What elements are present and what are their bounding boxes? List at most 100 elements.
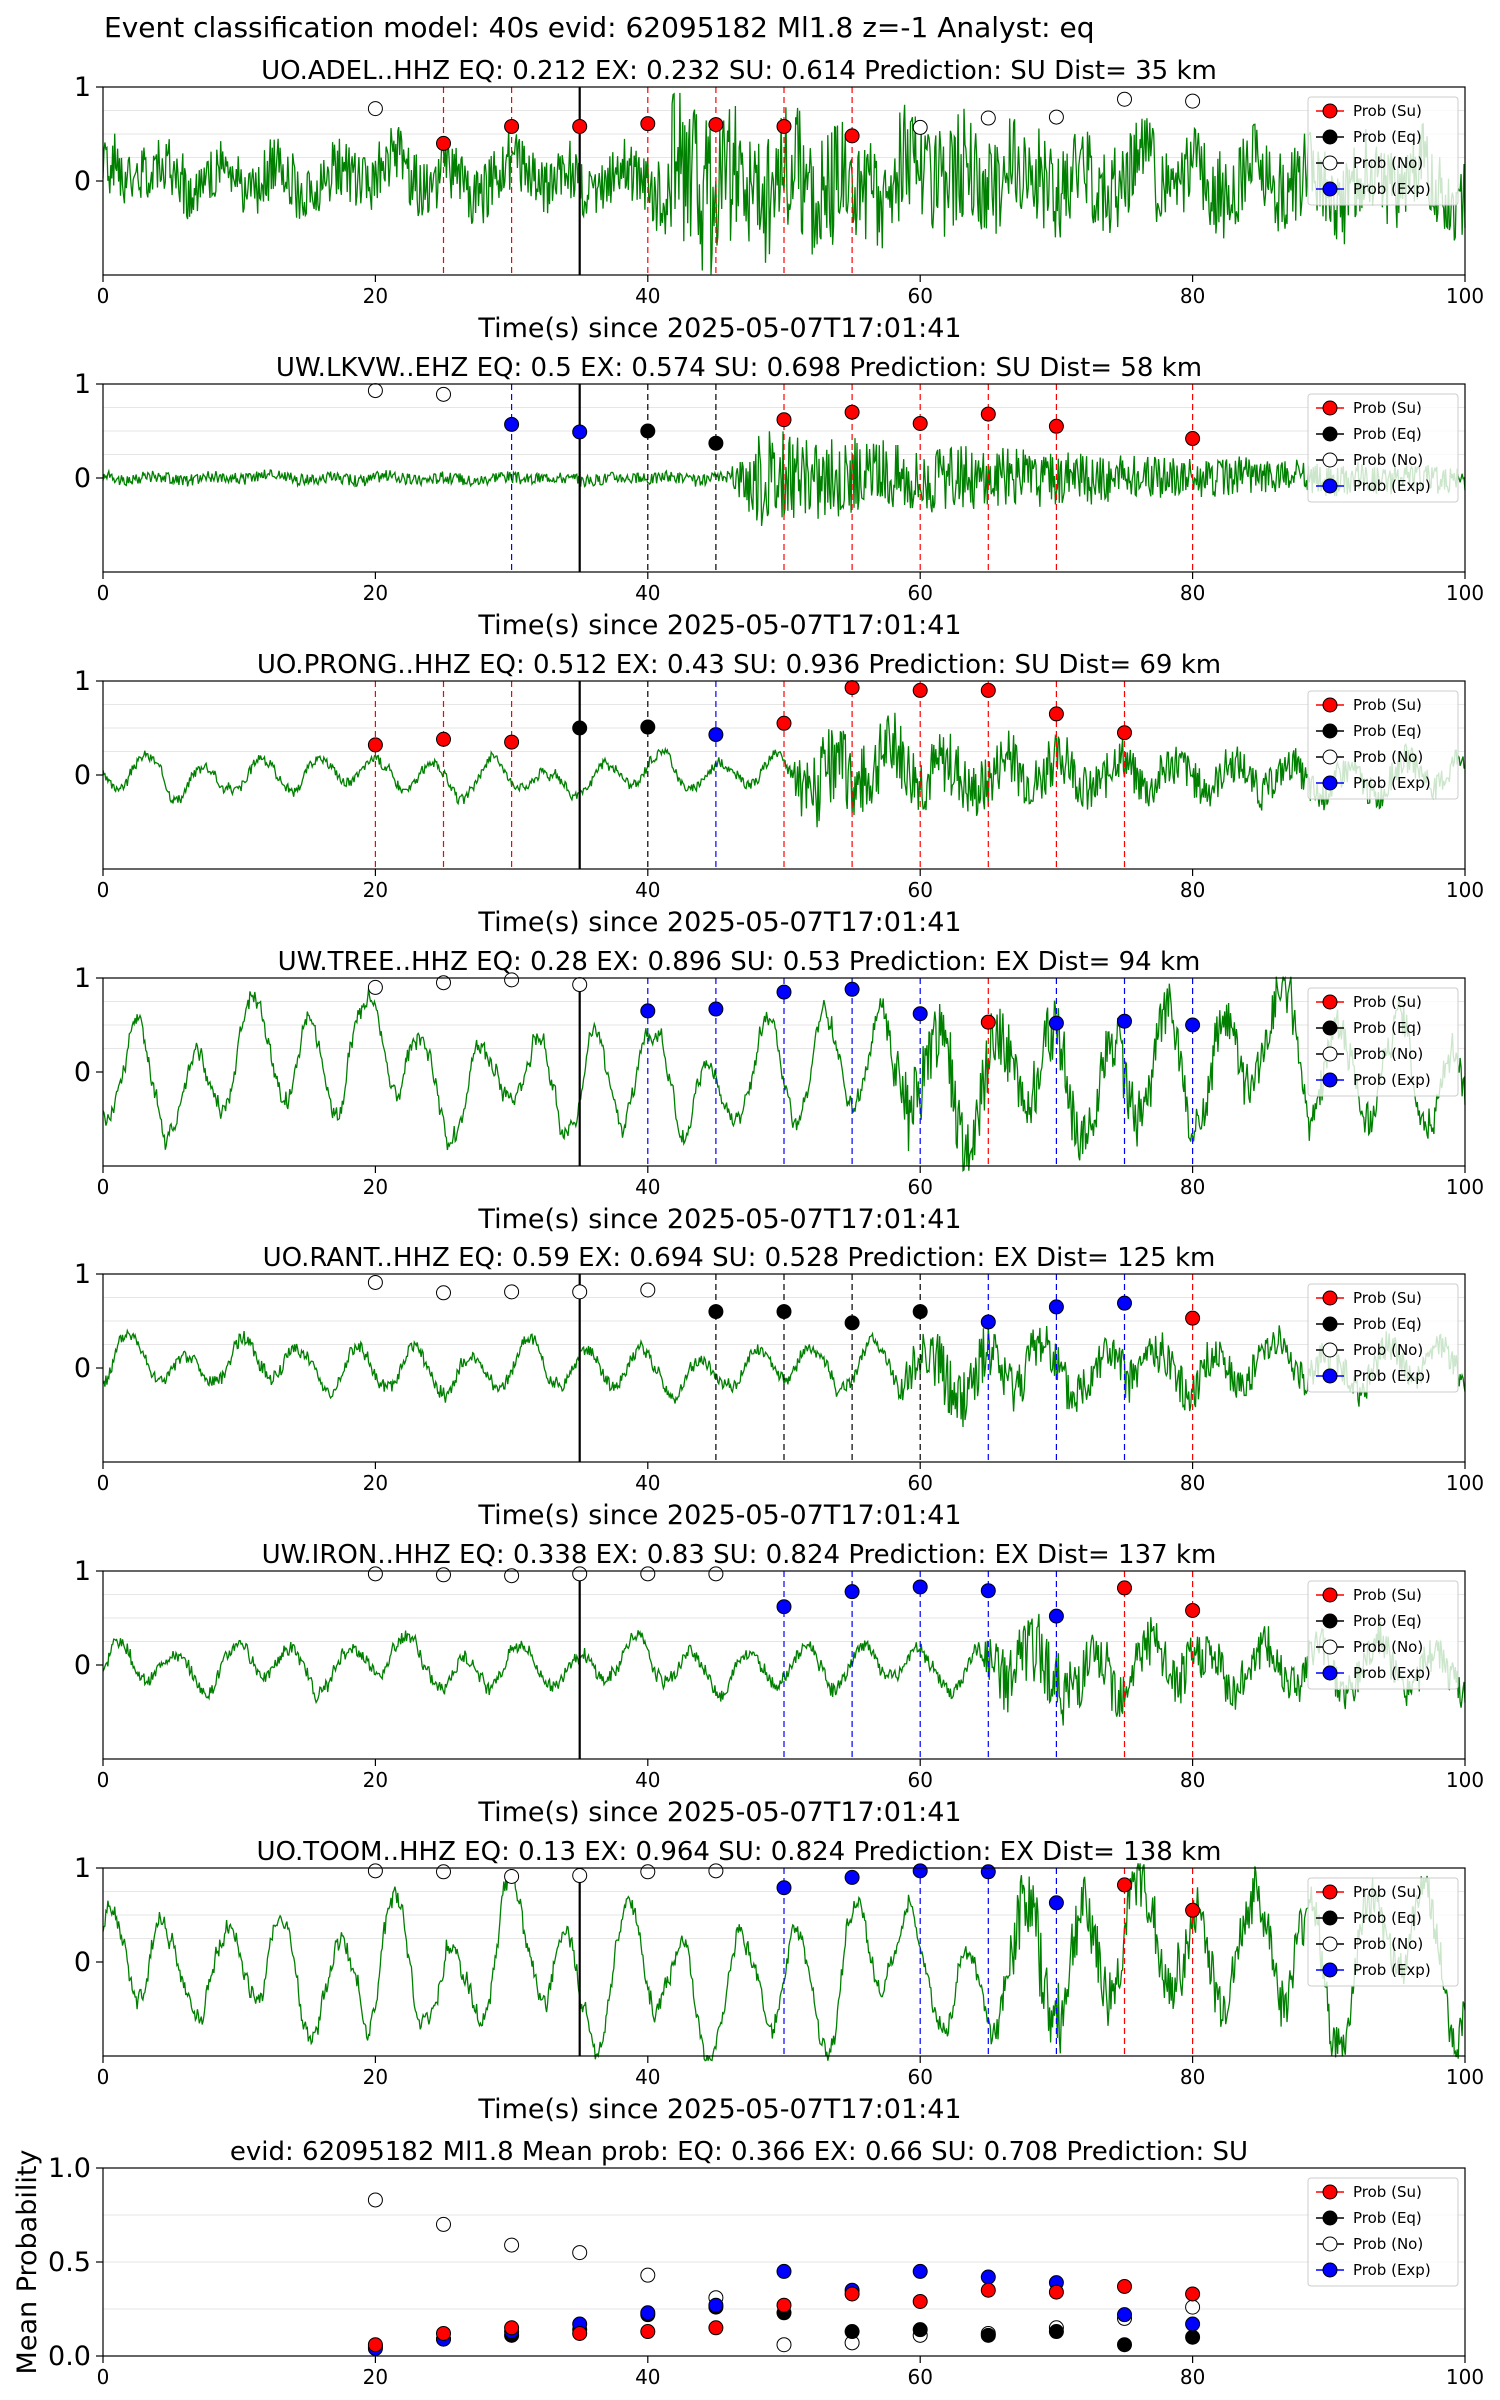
prob-marker-no	[436, 975, 451, 991]
panel-title: UO.ADEL..HHZ EQ: 0.212 EX: 0.232 SU: 0.6…	[261, 56, 1217, 86]
prob-marker-su	[1185, 1310, 1201, 1326]
panel-1-legend: Prob (Su) Prob (Eq) Prob (No) Prob (Exp)	[1307, 96, 1459, 206]
mean-marker-no	[367, 2192, 383, 2208]
legend-label: Prob (Su)	[1353, 1586, 1422, 1604]
x-tick-label: 20	[363, 1471, 388, 1495]
prob-marker-su	[980, 682, 996, 698]
legend-label: Prob (Exp)	[1353, 1367, 1431, 1385]
x-tick-label: 20	[363, 581, 388, 605]
prob-marker-su	[436, 135, 451, 151]
legend-label: Prob (Exp)	[1353, 2261, 1431, 2279]
x-tick-label: 80	[1180, 878, 1205, 902]
prob-marker-no	[436, 1864, 451, 1880]
x-tick-label: 60	[907, 1175, 932, 1199]
prob-marker-exp	[1117, 1013, 1132, 1029]
x-tick-label: 100	[1446, 2065, 1484, 2089]
x-tick-label: 0	[97, 284, 110, 308]
legend-marker	[1322, 1316, 1338, 1332]
panel-title: UW.LKVW..EHZ EQ: 0.5 EX: 0.574 SU: 0.698…	[276, 353, 1202, 383]
mean-marker-su	[640, 2324, 656, 2340]
mean-marker-exp	[708, 2297, 724, 2313]
mean-marker-exp	[912, 2263, 928, 2279]
prob-marker-no	[572, 977, 588, 993]
prob-marker-eq	[844, 1315, 860, 1331]
prob-marker-exp	[776, 984, 792, 1000]
prob-marker-su	[1185, 431, 1201, 447]
prob-marker-exp	[1117, 1295, 1132, 1311]
prob-marker-no	[640, 1282, 656, 1298]
legend-marker	[1322, 775, 1338, 791]
prob-marker-su	[776, 118, 792, 134]
legend-marker	[1322, 2184, 1338, 2200]
prob-marker-no	[367, 1274, 383, 1290]
panel-7-legend: Prob (Su) Prob (Eq) Prob (No) Prob (Exp)	[1307, 1877, 1459, 1987]
mean-marker-exp	[640, 2305, 656, 2321]
prob-marker-su	[367, 737, 383, 753]
prob-marker-su	[776, 715, 792, 731]
legend-box	[1307, 1877, 1459, 1987]
prob-marker-su	[844, 128, 860, 144]
panel-3-legend: Prob (Su) Prob (Eq) Prob (No) Prob (Exp)	[1307, 690, 1459, 800]
prob-marker-exp	[980, 1583, 996, 1599]
panel-title: UO.TOOM..HHZ EQ: 0.13 EX: 0.964 SU: 0.82…	[257, 1837, 1222, 1867]
mean-marker-su	[1048, 2284, 1064, 2300]
legend-marker	[1322, 1290, 1338, 1306]
y-tick-label: 1.0	[48, 2153, 91, 2184]
prob-marker-no	[504, 972, 520, 988]
x-tick-label: 0	[97, 878, 110, 902]
legend-marker	[1322, 1962, 1338, 1978]
panel-6: UW.IRON..HHZ EQ: 0.338 EX: 0.83 SU: 0.82…	[102, 1540, 1466, 1828]
prob-marker-no	[912, 119, 928, 135]
legend-label: Prob (No)	[1353, 1045, 1423, 1063]
waveform-trace	[102, 1613, 1466, 1726]
mean-marker-exp	[980, 2269, 996, 2285]
legend-marker	[1322, 129, 1338, 145]
mean-marker-su	[980, 2282, 996, 2298]
x-tick-label: 80	[1180, 581, 1205, 605]
prob-marker-su	[1117, 1877, 1132, 1893]
mean-marker-su	[1117, 2278, 1132, 2294]
mean-marker-eq	[912, 2322, 928, 2338]
y-tick-label: 0	[74, 1353, 91, 1384]
prob-marker-su	[504, 734, 520, 750]
x-tick-label: 40	[635, 2365, 660, 2389]
mean-marker-no	[1185, 2299, 1201, 2315]
prob-marker-exp	[572, 424, 588, 440]
prob-marker-no	[708, 1566, 724, 1582]
legend-label: Prob (Exp)	[1353, 774, 1431, 792]
prob-marker-exp	[844, 981, 860, 997]
y-tick-label: 0	[74, 166, 91, 197]
prob-marker-no	[572, 1868, 588, 1884]
prob-marker-exp	[776, 1599, 792, 1615]
prob-marker-exp	[1185, 1017, 1201, 1033]
x-tick-label: 40	[635, 1768, 660, 1792]
x-tick-label: 100	[1446, 878, 1484, 902]
x-tick-label: 40	[635, 878, 660, 902]
prob-marker-su	[1048, 418, 1064, 434]
x-tick-label: 60	[907, 581, 932, 605]
panel-2: UW.LKVW..EHZ EQ: 0.5 EX: 0.574 SU: 0.698…	[102, 353, 1466, 641]
prob-marker-exp	[1048, 1299, 1064, 1315]
prob-marker-no	[504, 1868, 520, 1884]
x-tick-label: 40	[635, 284, 660, 308]
legend-label: Prob (Eq)	[1353, 128, 1422, 146]
x-tick-label: 40	[635, 2065, 660, 2089]
legend-label: Prob (No)	[1353, 2235, 1423, 2253]
panel-mean: evid: 62095182 Ml1.8 Mean prob: EQ: 0.36…	[12, 2137, 1465, 2374]
x-tick-label: 20	[363, 2365, 388, 2389]
prob-marker-exp	[640, 1003, 656, 1019]
figure-title: Event classification model: 40s evid: 62…	[104, 11, 1095, 44]
legend-label: Prob (Eq)	[1353, 1612, 1422, 1630]
legend-box	[1307, 690, 1459, 800]
mean-marker-su	[912, 2293, 928, 2309]
legend-label: Prob (No)	[1353, 1341, 1423, 1359]
prob-marker-su	[1185, 1602, 1201, 1618]
prob-marker-no	[367, 1566, 383, 1582]
prob-marker-no	[504, 1568, 520, 1584]
prob-marker-su	[980, 406, 996, 422]
legend-marker	[1322, 181, 1338, 197]
panel-7: UO.TOOM..HHZ EQ: 0.13 EX: 0.964 SU: 0.82…	[102, 1837, 1466, 2125]
prob-marker-exp	[708, 1001, 724, 1017]
panel-2-axes: 0 20 40 60 80 100 1 0	[74, 369, 1484, 605]
x-tick-label: 100	[1446, 581, 1484, 605]
